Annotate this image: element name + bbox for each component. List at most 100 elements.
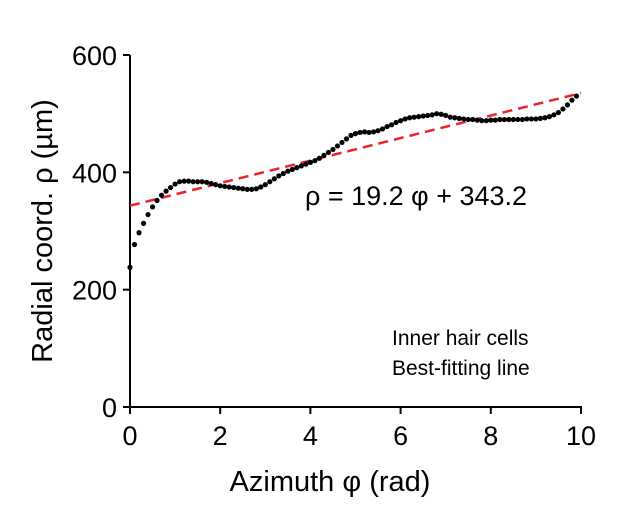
- data-point: [546, 114, 553, 120]
- data-point: [334, 143, 341, 149]
- x-tick-label: 0: [122, 421, 137, 451]
- data-point: [411, 114, 417, 120]
- data-point: [560, 106, 566, 112]
- data-point: [569, 97, 575, 103]
- data-point: [190, 179, 196, 185]
- data-point: [388, 122, 395, 128]
- data-point: [425, 112, 431, 119]
- data-point: [465, 116, 471, 123]
- axes: [129, 55, 582, 408]
- data-point: [321, 152, 327, 158]
- data-point: [145, 211, 151, 218]
- data-point: [438, 111, 444, 117]
- data-point: [447, 114, 453, 120]
- data-point: [483, 118, 489, 124]
- best-fitting-line: [129, 91, 582, 207]
- data-point: [330, 146, 336, 153]
- data-point: [506, 116, 512, 123]
- data-point: [361, 129, 368, 135]
- data-point: [280, 170, 286, 177]
- data-point: [154, 197, 160, 204]
- data-point: [289, 166, 295, 172]
- data-point: [316, 155, 323, 161]
- data-point: [352, 131, 359, 137]
- data-point: [240, 186, 246, 192]
- data-point: [461, 116, 467, 122]
- x-tick-label: 2: [213, 421, 228, 451]
- data-point: [140, 220, 147, 226]
- y-tick-label: 0: [102, 393, 117, 423]
- y-tick-label: 400: [72, 158, 117, 188]
- data-point: [420, 113, 426, 119]
- data-point: [537, 115, 544, 121]
- data-point: [519, 116, 525, 123]
- data-point: [163, 188, 169, 194]
- data-point: [199, 179, 205, 185]
- data-point: [501, 116, 507, 123]
- data-point: [177, 179, 183, 185]
- data-point: [474, 117, 480, 123]
- data-point: [262, 182, 268, 188]
- data-point: [573, 93, 580, 99]
- data-point: [343, 136, 350, 142]
- data-point: [285, 168, 291, 174]
- data-point: [429, 112, 435, 118]
- data-point: [131, 241, 138, 248]
- data-point: [172, 181, 178, 187]
- data-point: [479, 118, 485, 124]
- data-point: [492, 117, 498, 123]
- data-point: [271, 176, 277, 182]
- data-point: [204, 179, 210, 185]
- y-tick-label: 200: [72, 276, 117, 306]
- data-point: [217, 183, 223, 189]
- data-point: [443, 112, 449, 119]
- data-point: [551, 112, 557, 118]
- legend-entry-inner-hair-cells: Inner hair cells: [392, 327, 529, 350]
- data-point: [416, 114, 422, 120]
- data-point: [235, 185, 241, 191]
- y-tick-label: 600: [72, 41, 117, 71]
- data-point: [253, 186, 259, 192]
- data-point: [158, 192, 165, 198]
- data-point: [370, 129, 377, 135]
- data-point: [407, 115, 413, 121]
- data-point: [312, 158, 318, 164]
- data-point: [208, 180, 214, 187]
- data-point: [542, 115, 548, 121]
- data-point: [533, 116, 539, 122]
- data-point: [515, 116, 521, 123]
- data-point: [393, 119, 399, 126]
- y-ticks: 0 200 400 600: [72, 41, 130, 423]
- data-point: [231, 184, 237, 191]
- fit-equation: ρ = 19.2 φ + 343.2: [305, 181, 527, 211]
- x-tick-label: 6: [393, 421, 408, 451]
- data-point: [357, 129, 363, 136]
- data-point: [136, 230, 142, 236]
- fit-line: [129, 91, 582, 207]
- data-point: [213, 182, 219, 188]
- data-point: [167, 184, 174, 191]
- data-point: [528, 116, 534, 122]
- data-point: [294, 165, 300, 171]
- data-point: [497, 116, 503, 123]
- data-point: [186, 178, 192, 184]
- y-axis-label: Radial coord. ρ (µm): [27, 99, 59, 363]
- data-point: [402, 116, 408, 122]
- data-points: [127, 93, 580, 270]
- data-point: [181, 178, 187, 184]
- data-point: [258, 184, 264, 190]
- data-point: [452, 115, 458, 121]
- data-point: [244, 186, 250, 192]
- data-point: [379, 126, 386, 132]
- data-point: [348, 132, 354, 138]
- data-point: [127, 264, 133, 270]
- x-ticks: 0 2 4 6 8 10: [122, 407, 596, 451]
- legend-entry-best-fitting-line: Best-fitting line: [392, 357, 530, 380]
- data-point: [488, 117, 494, 123]
- x-tick-label: 10: [566, 421, 596, 451]
- data-point: [307, 159, 313, 165]
- data-point: [303, 161, 309, 167]
- data-point: [325, 149, 332, 155]
- x-axis-label: Azimuth φ (rad): [230, 466, 431, 498]
